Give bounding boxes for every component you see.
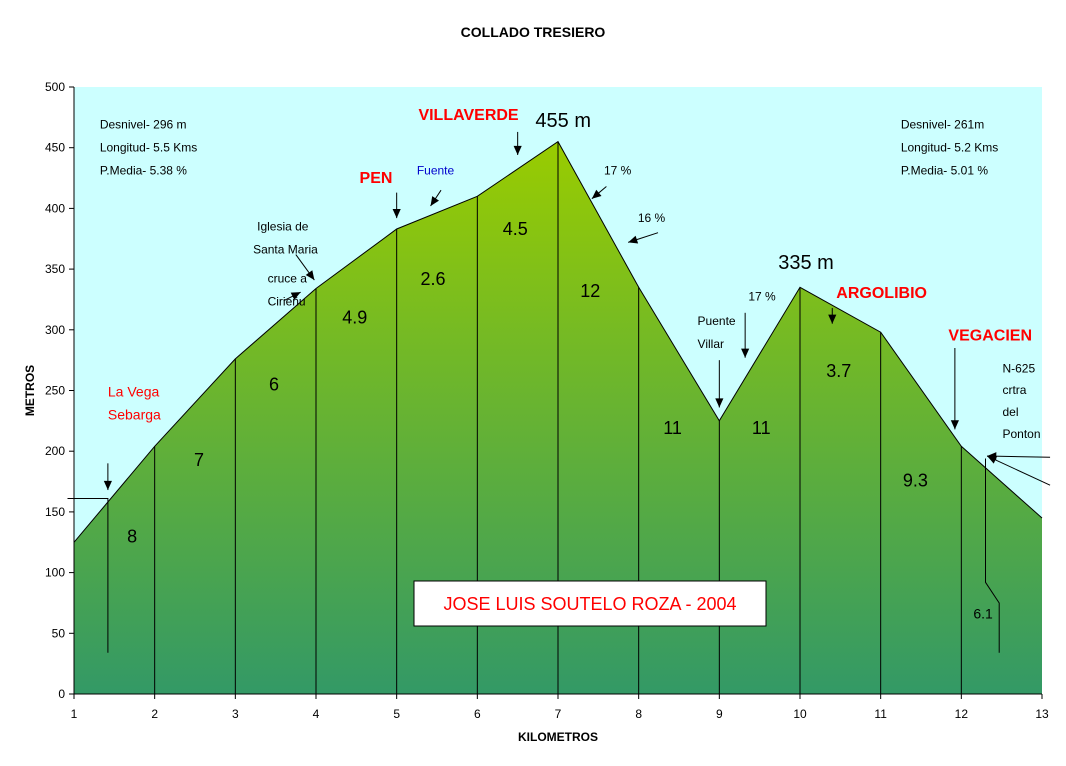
y-tick-label: 0: [58, 687, 65, 701]
y-tick-label: 200: [45, 444, 65, 458]
x-tick-label: 3: [232, 707, 239, 721]
segment-grade-label: 12: [580, 281, 600, 301]
elevation-line: [73, 140, 1043, 543]
arrow-head: [987, 456, 998, 464]
marker-line: [985, 458, 1000, 653]
arrow-head: [290, 292, 301, 300]
x-tick-label: 5: [393, 707, 400, 721]
arrow-head: [392, 208, 401, 219]
annotation-label: PEN: [360, 170, 393, 187]
chart-title: COLLADO TRESIERO: [460, 24, 606, 40]
annotation-label: N-625: [1002, 361, 1035, 375]
annotation-label: Ponton: [1002, 427, 1040, 441]
arrow-head: [741, 348, 750, 358]
annotation-label: Fuente: [417, 163, 455, 177]
annotation-label: Iglesia de: [257, 219, 309, 233]
annotation-label: Santa Maria: [253, 242, 318, 256]
y-tick-label: 500: [45, 80, 65, 94]
arrow-shaft: [986, 455, 1051, 486]
x-tick-label: 13: [1035, 707, 1049, 721]
arrow-head: [715, 398, 724, 408]
segment-grade-label: 11: [663, 418, 682, 438]
x-tick-label: 6: [474, 707, 481, 721]
x-tick-label: 1: [71, 707, 78, 721]
segment-grade-label: 4.5: [503, 219, 528, 239]
segment-grade-label: 3.7: [826, 361, 851, 381]
annotation-label: P.Media- 5.38 %: [100, 163, 187, 177]
annotation-label: 455 m: [535, 110, 591, 132]
segment-grade-label: 9.3: [903, 470, 928, 490]
annotation-label: Villar: [698, 337, 724, 351]
x-tick-label: 8: [635, 707, 642, 721]
y-tick-label: 400: [45, 201, 65, 215]
x-tick-label: 9: [716, 707, 723, 721]
segment-grade-label: 4.9: [342, 308, 367, 328]
arrow-head: [950, 420, 959, 430]
x-axis-title: KILOMETROS: [518, 730, 598, 744]
annotation-label: del: [1002, 405, 1018, 419]
annotation-label: Desnivel- 296 m: [100, 117, 187, 131]
annotation-label: Desnivel- 261m: [901, 117, 984, 131]
segment-grade-label: 11: [752, 418, 771, 438]
annotation-label: VEGACIEN: [948, 328, 1032, 345]
arrow-shaft: [987, 455, 1051, 458]
y-axis-title: METROS: [23, 365, 37, 416]
annotation-label: Cirieňu: [268, 295, 306, 309]
annotation-label: Sebarga: [108, 407, 161, 423]
x-tick-label: 7: [555, 707, 562, 721]
credit-text: JOSE LUIS SOUTELO ROZA - 2004: [443, 594, 736, 614]
annotation-label: Longitud- 5.2 Kms: [901, 140, 998, 154]
annotation-label: VILLAVERDE: [418, 107, 518, 124]
annotation-label: 17 %: [748, 290, 776, 304]
x-tick-label: 11: [874, 707, 887, 721]
y-tick-label: 250: [45, 384, 65, 398]
segment-grade-label: 8: [127, 526, 137, 546]
x-tick-label: 4: [313, 707, 320, 721]
annotation-label: La Vega: [108, 384, 160, 400]
segment-grade-label: 6: [269, 375, 279, 395]
segment-grade-label: 6.1: [973, 606, 993, 622]
annotation-label: 16 %: [638, 211, 666, 225]
marker-line: [67, 498, 109, 653]
y-tick-label: 350: [45, 262, 65, 276]
arrow-head: [103, 480, 112, 491]
y-tick-label: 100: [45, 566, 65, 580]
arrow-head: [828, 314, 837, 324]
annotation-label: Longitud- 5.5 Kms: [100, 140, 197, 154]
arrow-head: [591, 189, 602, 199]
annotation-label: P.Media- 5.01 %: [901, 163, 988, 177]
annotation-label: cruce a: [268, 271, 308, 285]
y-tick-label: 300: [45, 323, 65, 337]
segment-grade-label: 7: [194, 450, 204, 470]
x-tick-label: 10: [793, 707, 807, 721]
segment-grade-label: 2.6: [420, 269, 445, 289]
arrow-head: [513, 145, 522, 155]
arrow-head: [430, 196, 439, 206]
annotation-label: 17 %: [604, 163, 632, 177]
x-tick-label: 12: [955, 707, 969, 721]
arrow-head: [305, 270, 315, 281]
annotation-label: ARGOLIBIO: [836, 285, 927, 302]
annotation-label: 335 m: [778, 252, 834, 274]
annotation-label: Puente: [698, 314, 736, 328]
y-tick-label: 450: [45, 141, 65, 155]
x-tick-label: 2: [151, 707, 158, 721]
annotation-label: crtra: [1002, 383, 1026, 397]
y-tick-label: 50: [52, 626, 66, 640]
arrow-head: [628, 235, 639, 244]
credit-box: [413, 580, 767, 627]
y-tick-label: 150: [45, 505, 65, 519]
